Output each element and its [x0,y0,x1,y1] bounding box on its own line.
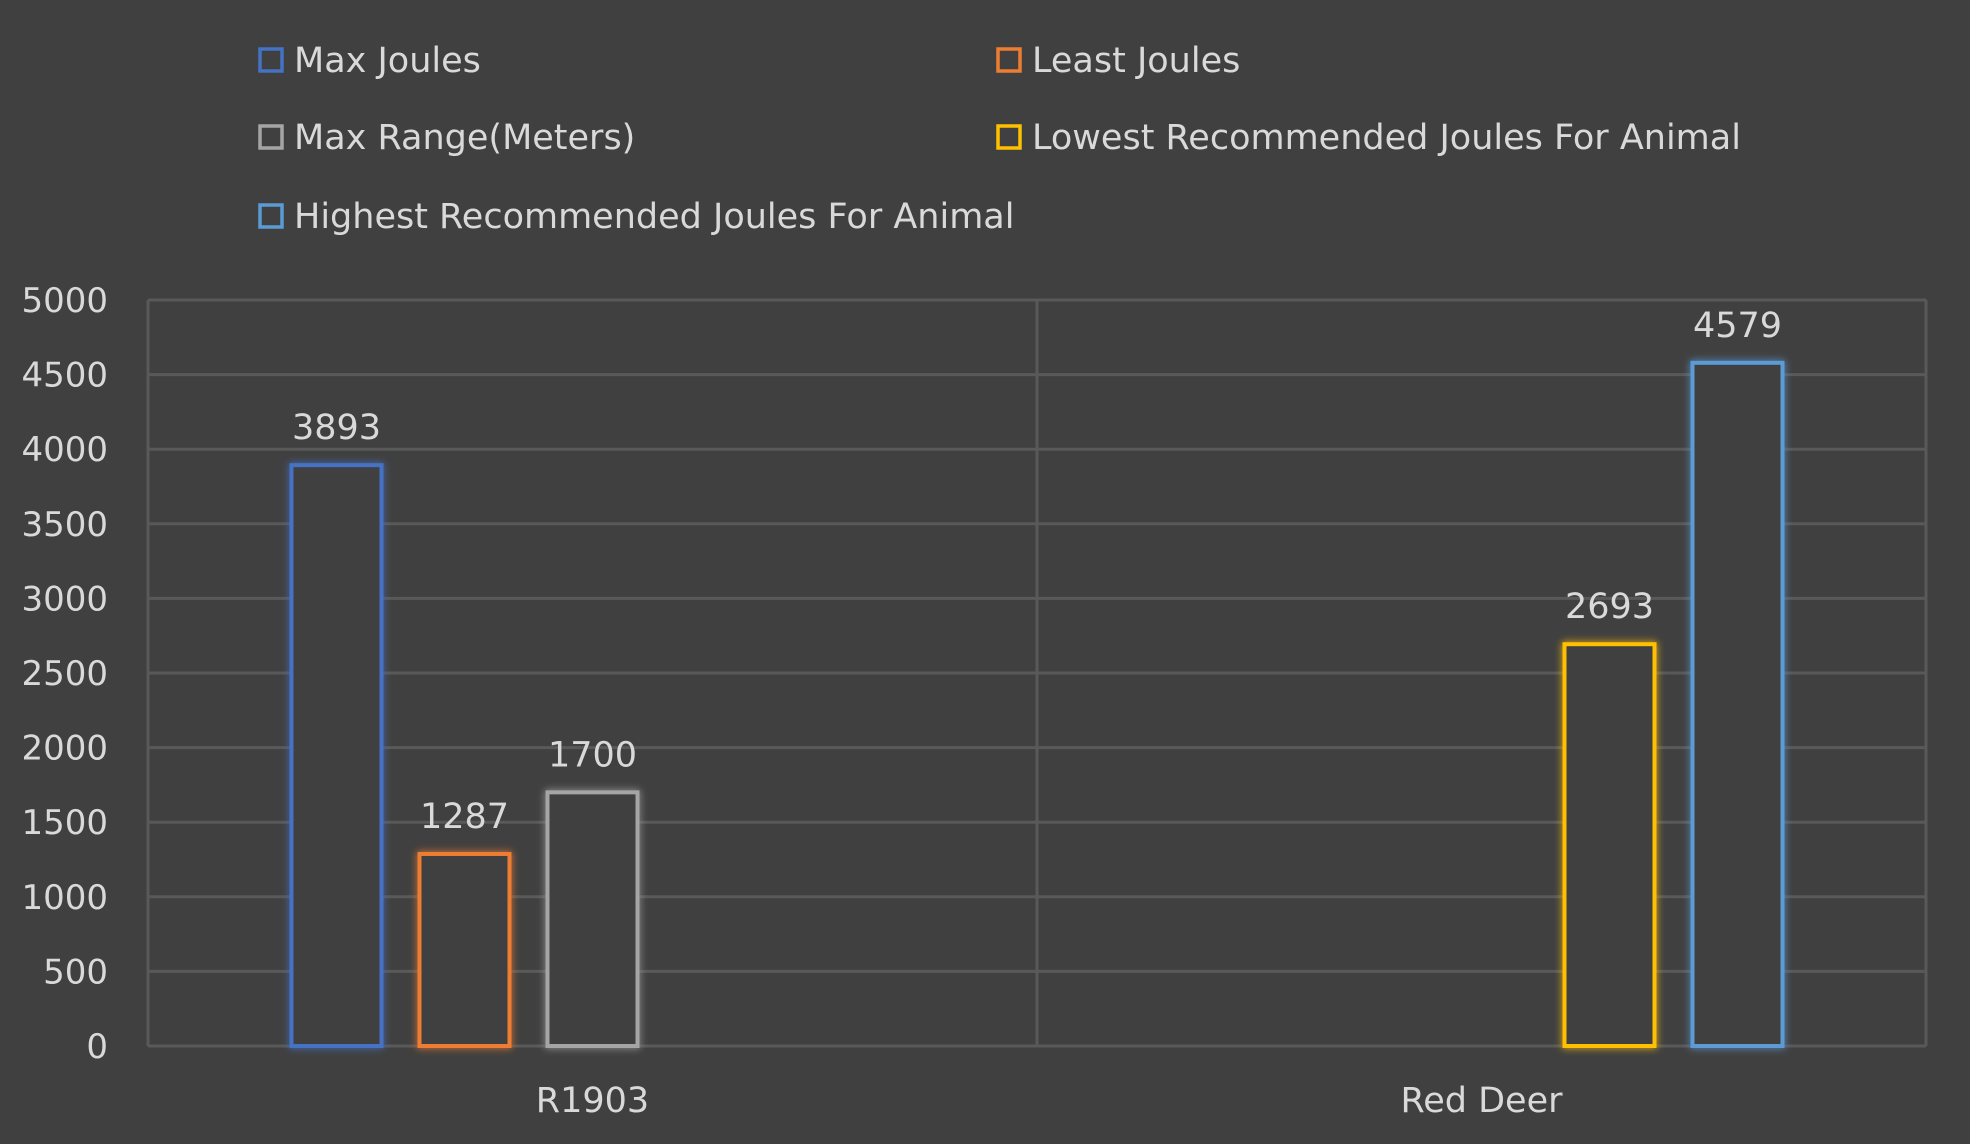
y-tick-label: 3000 [21,579,108,619]
y-tick-label: 1000 [21,878,108,918]
data-label-red-deer-lowest-recommended-joules-for-animal: 2693 [1565,587,1654,627]
legend-swatch [258,203,284,229]
bar-r1903-max-joules [289,463,384,1048]
legend-item-max-range-meters: Max Range(Meters) [258,118,635,158]
y-tick-label: 0 [86,1027,108,1067]
bar-red-deer-highest-recommended-joules-for-animal [1690,360,1785,1049]
legend-item-highest-recommended-joules-for-animal: Highest Recommended Joules For Animal [258,197,1014,237]
x-axis: R1903 Red Deer [536,1081,1563,1121]
data-label-r1903-max-joules: 3893 [292,408,381,448]
legend-swatch [996,47,1022,73]
y-tick-label: 4500 [21,356,108,396]
legend-item-least-joules: Least Joules [996,41,1240,81]
legend-label: Highest Recommended Joules For Animal [294,197,1014,237]
y-tick-label: 1500 [21,803,108,843]
y-tick-label: 3500 [21,505,108,545]
y-tick-label: 2500 [21,654,108,694]
gridlines [146,298,1928,1048]
legend-label: Lowest Recommended Joules For Animal [1032,118,1741,158]
legend-label: Least Joules [1032,41,1240,81]
y-tick-label: 4000 [21,430,108,470]
legend-label: Max Range(Meters) [294,118,635,158]
legend-swatch [258,124,284,150]
legend-swatch [996,124,1022,150]
data-labels: 3893 1287 1700 2693 4579 [292,306,1782,837]
category-label-red-deer: Red Deer [1400,1081,1563,1121]
y-tick-label: 5000 [21,281,108,321]
bar-red-deer-lowest-recommended-joules-for-animal [1562,642,1657,1048]
legend-label: Max Joules [294,41,481,81]
legend-item-lowest-recommended-joules-for-animal: Lowest Recommended Joules For Animal [996,118,1741,158]
bars [289,360,1785,1049]
bar-r1903-max-range-meters [545,790,640,1048]
data-label-r1903-max-range-meters: 1700 [548,735,637,775]
data-label-red-deer-highest-recommended-joules-for-animal: 4579 [1693,306,1782,346]
legend: Max Joules Least Joules Max Range(Meters) L… [258,41,1741,237]
category-label-r1903: R1903 [536,1081,649,1121]
bar-r1903-least-joules [417,851,512,1049]
y-axis: 0 500 1000 1500 2000 2500 3000 3500 4000 4500 5000 [21,281,108,1067]
legend-swatch [258,47,284,73]
data-label-r1903-least-joules: 1287 [420,797,509,837]
legend-item-max-joules: Max Joules [258,41,481,81]
y-tick-label: 2000 [21,729,108,769]
y-tick-label: 500 [43,952,108,992]
